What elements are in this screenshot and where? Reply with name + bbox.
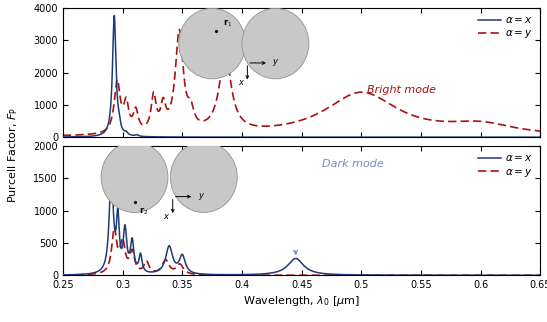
X-axis label: Wavelength, $\lambda_0$ [$\mu$m]: Wavelength, $\lambda_0$ [$\mu$m] (243, 294, 360, 308)
Text: $x$: $x$ (163, 212, 171, 221)
Text: $\mathbf{r}_2$: $\mathbf{r}_2$ (139, 205, 149, 217)
Legend: $\alpha = x$, $\alpha = y$: $\alpha = x$, $\alpha = y$ (474, 149, 537, 183)
Text: Dark mode: Dark mode (322, 159, 383, 169)
Text: $y$: $y$ (198, 191, 205, 202)
Text: Bright mode: Bright mode (368, 85, 437, 95)
Text: $y$: $y$ (272, 57, 280, 69)
Text: Purcell Factor, $F_{\mathrm{P}}$: Purcell Factor, $F_{\mathrm{P}}$ (7, 107, 20, 203)
Ellipse shape (101, 142, 168, 213)
Ellipse shape (179, 8, 246, 79)
Text: $x$: $x$ (238, 78, 245, 87)
Text: $\mathbf{r}_1$: $\mathbf{r}_1$ (223, 18, 232, 29)
Ellipse shape (170, 142, 237, 213)
Legend: $\alpha = x$, $\alpha = y$: $\alpha = x$, $\alpha = y$ (474, 11, 537, 45)
Ellipse shape (242, 8, 309, 79)
